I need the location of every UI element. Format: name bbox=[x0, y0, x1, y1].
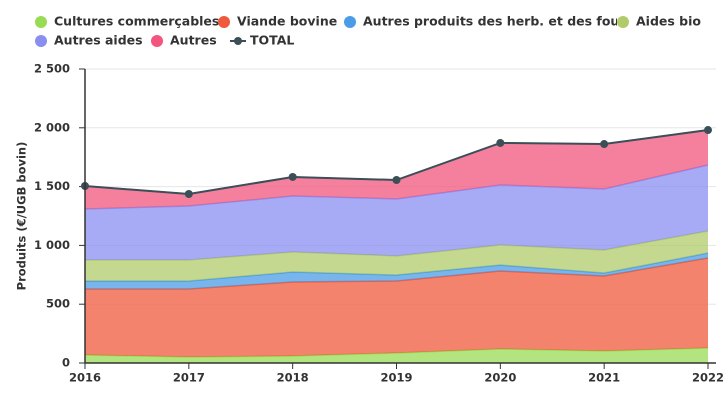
legend-marker bbox=[218, 16, 230, 28]
area bbox=[85, 347, 708, 363]
x-tick-label: 2020 bbox=[484, 371, 516, 385]
area bbox=[85, 164, 708, 260]
total-marker bbox=[288, 172, 297, 181]
area bbox=[85, 130, 708, 209]
total-marker bbox=[496, 138, 505, 147]
total-marker bbox=[392, 176, 401, 185]
y-tick-label: 2 500 bbox=[34, 62, 70, 76]
legend-label[interactable]: Aides bio bbox=[636, 14, 701, 29]
total-marker bbox=[184, 190, 193, 199]
legend-label[interactable]: TOTAL bbox=[250, 33, 294, 48]
legend-label[interactable]: Cultures commerçables bbox=[54, 14, 219, 29]
y-axis-title: Produits (€/UGB bovin) bbox=[15, 142, 29, 291]
x-tick-label: 2017 bbox=[173, 371, 205, 385]
legend-marker bbox=[617, 16, 629, 28]
legend-marker bbox=[35, 16, 47, 28]
y-tick-label: 500 bbox=[46, 297, 70, 311]
x-tick-label: 2016 bbox=[69, 371, 101, 385]
legend-label[interactable]: Autres produits des herb. et des fourr bbox=[363, 14, 633, 29]
total-marker bbox=[600, 140, 609, 149]
y-tick-label: 2 000 bbox=[34, 120, 70, 134]
legend-label[interactable]: Autres bbox=[170, 33, 217, 48]
legend-clip: Autres produits des herb. et des fourr bbox=[363, 14, 633, 29]
x-tick-label: 2019 bbox=[380, 371, 412, 385]
legend-marker bbox=[151, 35, 163, 47]
legend-marker bbox=[234, 37, 242, 45]
area bbox=[85, 253, 708, 290]
y-tick-label: 1 000 bbox=[34, 238, 70, 252]
y-tick-label: 1 500 bbox=[34, 179, 70, 193]
legend-marker bbox=[344, 16, 356, 28]
total-marker bbox=[704, 126, 712, 135]
x-tick-label: 2022 bbox=[692, 371, 724, 385]
legend-label[interactable]: Autres aides bbox=[54, 33, 143, 48]
area bbox=[85, 257, 708, 358]
x-tick-label: 2018 bbox=[277, 371, 309, 385]
legend-marker bbox=[35, 35, 47, 47]
legend-label[interactable]: Viande bovine bbox=[237, 14, 337, 29]
y-tick-label: 0 bbox=[62, 356, 70, 370]
x-tick-label: 2021 bbox=[588, 371, 620, 385]
